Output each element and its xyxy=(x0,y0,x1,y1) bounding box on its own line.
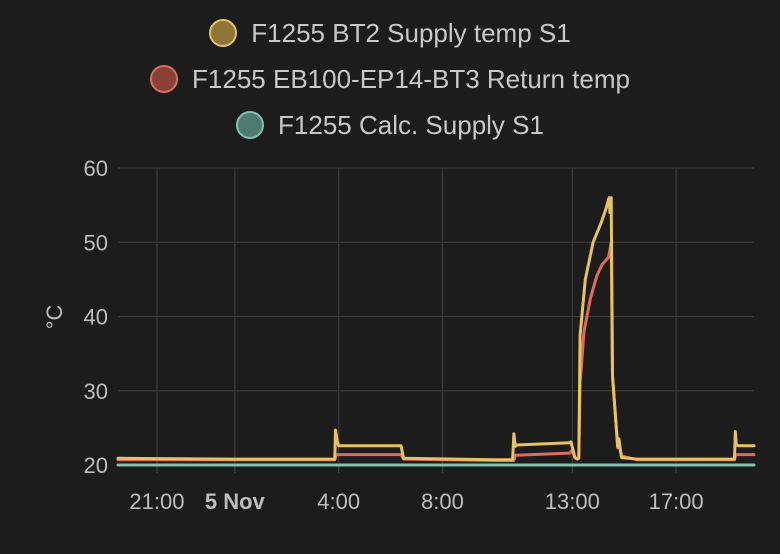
chart-legend: F1255 BT2 Supply temp S1 F1255 EB100-EP1… xyxy=(0,10,780,148)
y-tick-label: 60 xyxy=(84,156,108,181)
chart-series xyxy=(116,196,756,467)
y-tick-label: 20 xyxy=(84,453,108,478)
legend-item-bt2-supply[interactable]: F1255 BT2 Supply temp S1 xyxy=(209,10,571,56)
y-axis-title: °C xyxy=(42,305,67,330)
series-line[interactable] xyxy=(116,196,756,462)
legend-label: F1255 BT2 Supply temp S1 xyxy=(251,17,571,48)
x-tick-label: 13:00 xyxy=(545,489,600,514)
y-tick-label: 40 xyxy=(84,305,108,330)
y-tick-label: 30 xyxy=(84,379,108,404)
x-tick-label: 4:00 xyxy=(317,489,360,514)
x-tick-label: 5 Nov xyxy=(205,489,266,514)
y-tick-label: 50 xyxy=(84,230,108,255)
legend-label: F1255 Calc. Supply S1 xyxy=(278,109,544,140)
x-axis-ticks: 21:00 5 Nov 4:00 8:00 13:00 17:00 xyxy=(129,489,703,514)
chart-grid xyxy=(118,167,754,473)
legend-dot-icon xyxy=(150,65,179,93)
legend-dot-icon xyxy=(209,19,238,47)
series-line[interactable] xyxy=(116,240,756,462)
legend-item-calc-supply[interactable]: F1255 Calc. Supply S1 xyxy=(236,102,544,148)
x-tick-label: 21:00 xyxy=(129,489,184,514)
x-tick-label: 8:00 xyxy=(421,489,464,514)
legend-dot-icon xyxy=(236,111,265,139)
y-axis-ticks: 20 30 40 50 60 xyxy=(84,156,108,478)
x-tick-label: 17:00 xyxy=(649,489,704,514)
legend-item-bt3-return[interactable]: F1255 EB100-EP14-BT3 Return temp xyxy=(150,56,630,102)
legend-label: F1255 EB100-EP14-BT3 Return temp xyxy=(192,63,630,94)
